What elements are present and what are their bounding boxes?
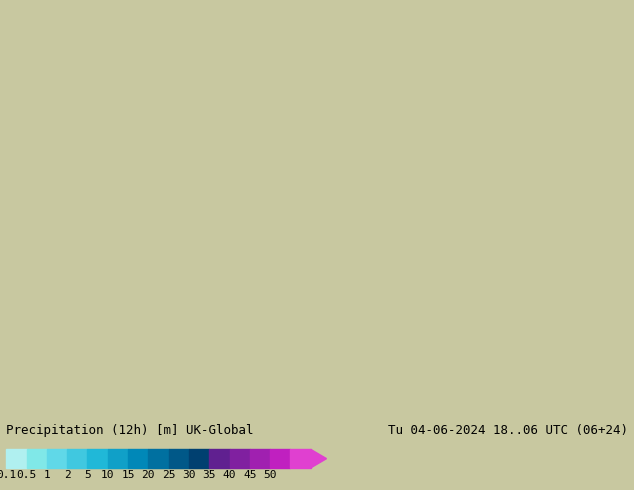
Text: 50: 50 [263,470,277,480]
Text: 0.1: 0.1 [0,470,16,480]
Bar [27,449,47,468]
Text: 5: 5 [84,470,91,480]
Bar [189,449,209,468]
Text: 35: 35 [202,470,216,480]
Text: Tu 04-06-2024 18..06 UTC (06+24): Tu 04-06-2024 18..06 UTC (06+24) [387,424,628,437]
Bar [230,449,250,468]
Bar [270,449,290,468]
Bar [87,449,108,468]
Text: 2: 2 [64,470,70,480]
Bar [6,449,27,468]
Text: 1: 1 [44,470,50,480]
Bar [108,449,128,468]
Bar [209,449,230,468]
Text: 30: 30 [182,470,196,480]
Text: 45: 45 [243,470,257,480]
Text: 15: 15 [121,470,135,480]
Bar [250,449,270,468]
Bar [67,449,87,468]
Text: 0.5: 0.5 [16,470,37,480]
Bar [128,449,148,468]
Polygon shape [311,449,327,468]
Bar [169,449,189,468]
Text: 10: 10 [101,470,115,480]
Text: 25: 25 [162,470,176,480]
Text: 20: 20 [141,470,155,480]
Bar [47,449,67,468]
Text: 40: 40 [223,470,236,480]
Text: Precipitation (12h) [m] UK-Global: Precipitation (12h) [m] UK-Global [6,424,254,437]
Bar [290,449,311,468]
Bar [148,449,169,468]
